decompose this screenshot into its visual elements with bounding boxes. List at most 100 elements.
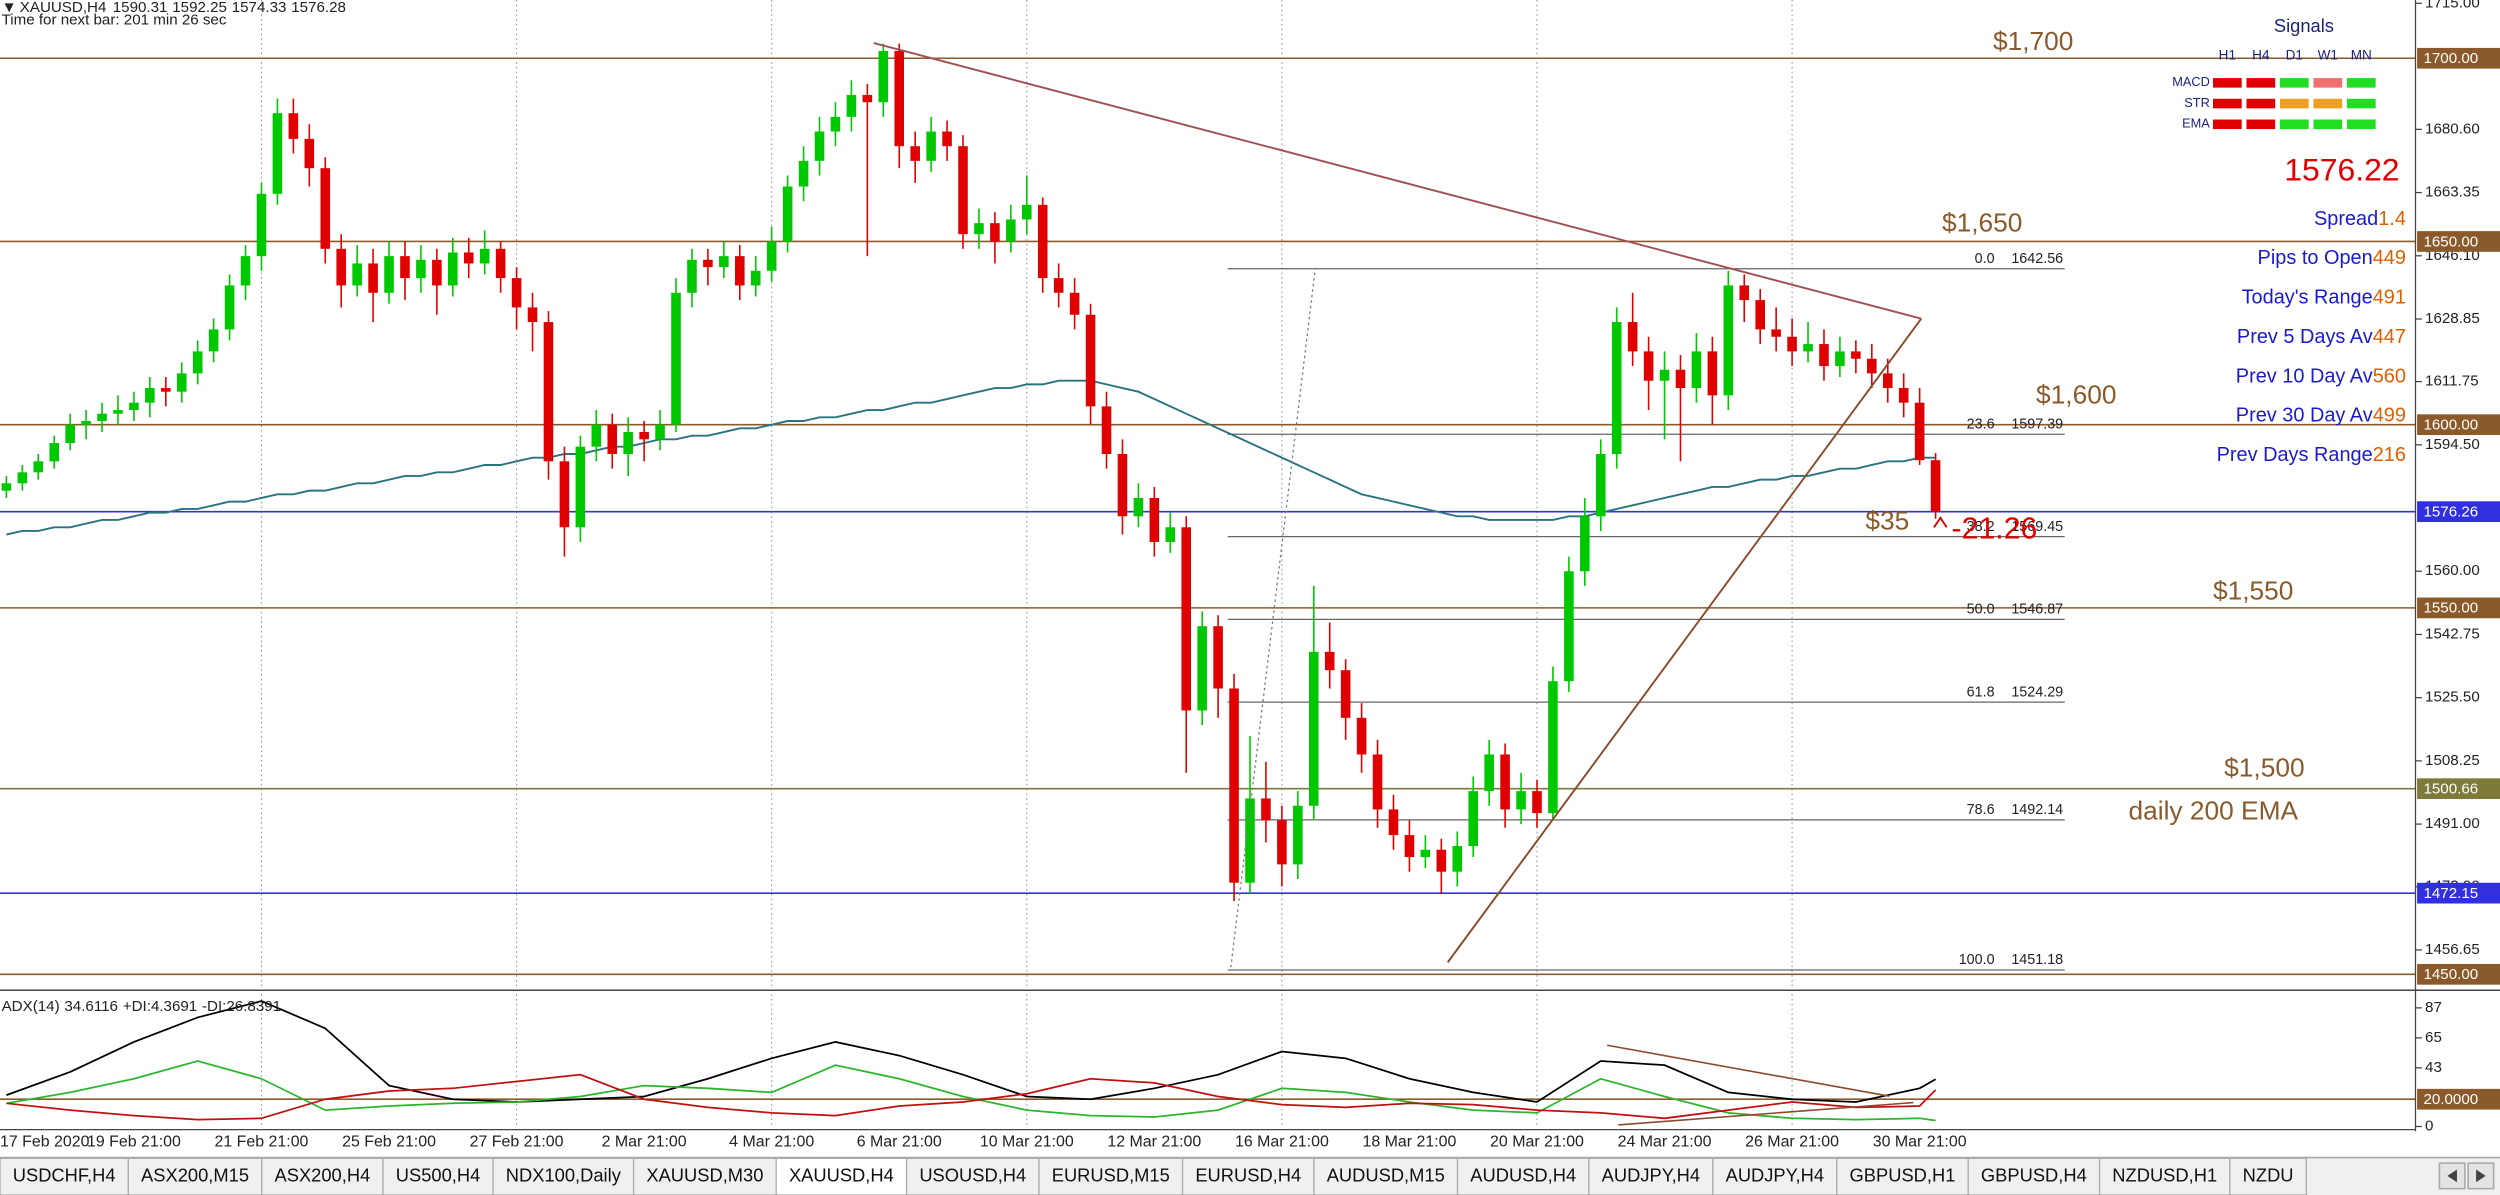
candle-body xyxy=(559,461,570,528)
y-tick-label: 1525.50 xyxy=(2425,689,2480,706)
tab-label[interactable]: GBPUSD,H4 xyxy=(1981,1165,2087,1186)
stat-label: Prev 30 Day Av xyxy=(2236,405,2373,427)
x-tick-label: 4 Mar 21:00 xyxy=(729,1134,814,1151)
candle-body xyxy=(352,263,362,286)
tab-label[interactable]: EURUSD,H4 xyxy=(1195,1165,1301,1186)
signal-column: D1 xyxy=(2286,47,2303,62)
tab-label[interactable]: ASX200,M15 xyxy=(141,1165,249,1186)
tab-label[interactable]: USDCHF,H4 xyxy=(13,1165,116,1186)
tab[interactable] xyxy=(1456,1157,1590,1195)
candle-body xyxy=(766,241,777,271)
fib-ratio: 0.0 xyxy=(1975,251,1995,267)
candle-body xyxy=(161,388,171,392)
candle-body xyxy=(1755,300,1765,330)
level-label-box xyxy=(2417,414,2500,436)
y-tick-label: 1680.60 xyxy=(2425,120,2480,137)
x-tick-label: 12 Mar 21:00 xyxy=(1107,1134,1201,1151)
level-label: 1500.66 xyxy=(2423,780,2478,797)
candle-body xyxy=(1643,351,1654,381)
tab-active[interactable] xyxy=(775,1157,908,1195)
tab-label[interactable]: ASX200,H4 xyxy=(275,1165,371,1186)
annotation: $1,650 xyxy=(1942,208,2022,238)
stat-value: 1.4 xyxy=(2378,208,2406,230)
candle-body xyxy=(33,461,44,473)
stat-value: 216 xyxy=(2373,444,2406,466)
candle-body xyxy=(320,168,331,249)
candle-body xyxy=(1914,402,1925,461)
tab[interactable] xyxy=(2098,1157,2231,1195)
candle-body xyxy=(878,50,889,103)
annotation: $1,550 xyxy=(2213,576,2293,606)
tab-label[interactable]: GBPUSD,H1 xyxy=(1850,1165,1956,1186)
candle-body xyxy=(894,50,905,147)
tab-label[interactable]: AUDJPY,H4 xyxy=(1602,1165,1700,1186)
level-label: 1650.00 xyxy=(2423,233,2478,250)
tab[interactable] xyxy=(1038,1157,1184,1195)
tab-label[interactable]: EURUSD,M15 xyxy=(1052,1165,1170,1186)
fib-ratio: 100.0 xyxy=(1959,952,1995,968)
candle-body xyxy=(735,256,745,286)
tab-label[interactable]: USOUSD,H4 xyxy=(919,1165,1026,1186)
candle-body xyxy=(1229,688,1239,883)
tab[interactable] xyxy=(492,1157,635,1195)
tab-label[interactable]: AUDUSD,H4 xyxy=(1470,1165,1576,1186)
candle-body xyxy=(1595,453,1606,517)
candle-body xyxy=(240,256,251,286)
tab-label[interactable]: NZDUSD,H1 xyxy=(2112,1165,2217,1186)
signal-box xyxy=(2346,78,2376,88)
tab[interactable] xyxy=(905,1157,1040,1195)
candle-body xyxy=(1564,571,1574,682)
candle-body xyxy=(1867,358,1877,374)
fib-price: 1642.56 xyxy=(2011,251,2063,267)
tab[interactable] xyxy=(1836,1157,1969,1195)
candle-body xyxy=(671,292,681,425)
header-arrow: ▼ xyxy=(2,0,17,16)
signal-column: W1 xyxy=(2318,47,2338,62)
tab-label[interactable]: XAUUSD,H4 xyxy=(789,1165,894,1186)
candle-body xyxy=(511,278,522,308)
annotation: -21.26 xyxy=(1952,513,2038,546)
candle-body xyxy=(1324,651,1335,671)
candle-body xyxy=(1500,754,1510,810)
y-tick-label: 1508.25 xyxy=(2425,752,2480,769)
tab-label[interactable]: AUDJPY,H4 xyxy=(1726,1165,1824,1186)
y-tick-label: 1594.50 xyxy=(2425,436,2480,453)
candle-body xyxy=(910,146,920,161)
fib-ratio: 78.6 xyxy=(1967,802,1995,818)
adx-tick-label: 87 xyxy=(2425,999,2442,1016)
signal-box xyxy=(2246,78,2276,88)
x-tick-label: 25 Feb 21:00 xyxy=(342,1134,436,1151)
candle-body xyxy=(974,223,984,235)
signal-box xyxy=(2213,119,2242,130)
tab[interactable] xyxy=(1712,1157,1838,1195)
header-open: 1590.31 xyxy=(113,0,168,16)
x-tick-label: 16 Mar 21:00 xyxy=(1235,1134,1329,1151)
candle-body xyxy=(1356,717,1367,755)
candle-body xyxy=(176,373,187,392)
adx-trend-line xyxy=(1618,1101,1914,1126)
candle-body xyxy=(1436,849,1447,872)
candle-body xyxy=(368,263,378,293)
marks-layer xyxy=(1,43,1941,1122)
candle-body xyxy=(1819,344,1829,367)
adx-line xyxy=(6,1060,1936,1122)
tab-label[interactable]: US500,H4 xyxy=(396,1165,481,1186)
stat-row: Prev 5 Days Av447 xyxy=(2237,326,2406,348)
tab-label[interactable]: NDX100,Daily xyxy=(506,1165,622,1186)
candle-body xyxy=(1548,681,1558,814)
tab-label[interactable]: XAUUSD,M30 xyxy=(646,1165,763,1186)
signal-column: MN xyxy=(2351,47,2372,62)
tab-label[interactable]: AUDUSD,M15 xyxy=(1327,1165,1445,1186)
tab[interactable] xyxy=(2229,1157,2307,1195)
tab[interactable] xyxy=(1588,1157,1714,1195)
candle-body xyxy=(655,424,665,440)
signal-box xyxy=(2279,98,2309,109)
tab[interactable] xyxy=(1967,1157,2101,1195)
signal-box xyxy=(2313,119,2343,130)
candle-body xyxy=(49,443,59,462)
x-tick-label: 26 Mar 21:00 xyxy=(1745,1134,1839,1151)
adx-header: ADX(14) 34.6116 +DI:4.3691 -DI:26.8391 xyxy=(2,998,281,1015)
tab[interactable] xyxy=(382,1157,494,1195)
tab-label[interactable]: NZDU xyxy=(2243,1165,2294,1186)
x-tick-label: 24 Mar 21:00 xyxy=(1618,1134,1712,1151)
